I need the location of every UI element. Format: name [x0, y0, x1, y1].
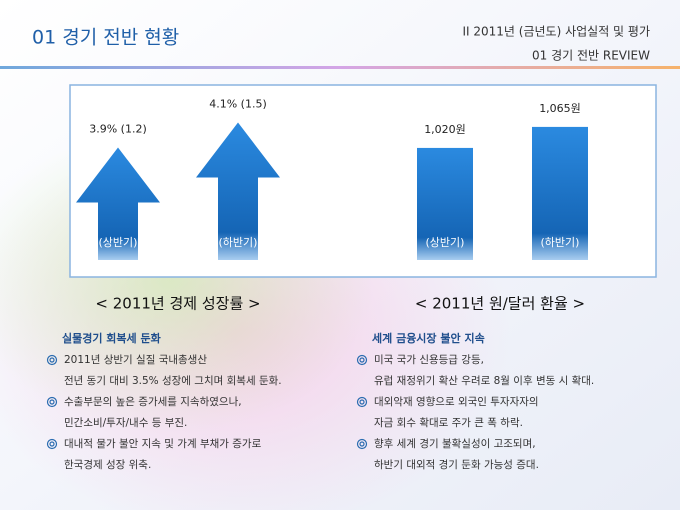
bullet — [49, 399, 55, 405]
bullet — [359, 441, 365, 447]
bullet-text: 대외악재 영향으로 외국인 투자자자의 — [374, 396, 539, 408]
section-title: II 2011년 (금년도) 사업실적 및 평가 — [463, 25, 651, 39]
arrow — [76, 147, 160, 260]
bullet-text: 향후 세계 경기 불확실성이 고조되며, — [374, 437, 536, 450]
bullet — [49, 441, 55, 447]
category-label: (상반기) — [426, 236, 465, 249]
bullet-text: 수출부문의 높은 증가세를 지속하였으나, — [64, 395, 242, 408]
bullet-text: 자금 회수 확대로 주가 큰 폭 하락. — [374, 416, 523, 429]
section-heading: 실물경기 회복세 둔화 — [62, 331, 161, 345]
category-label: (상반기) — [99, 236, 138, 249]
bullet — [49, 357, 55, 363]
chart-title: < 2011년 경제 성장률 > — [95, 295, 260, 313]
bullet — [46, 396, 58, 408]
value-label: 1,065원 — [539, 102, 581, 115]
value-label: 3.9% (1.2) — [89, 123, 147, 136]
bullet — [46, 354, 58, 366]
chart-title: < 2011년 원/달러 환율 > — [415, 295, 585, 313]
bullet-text: 민간소비/투자/내수 등 부진. — [64, 417, 187, 429]
bullet-text: 한국경제 성장 위축. — [64, 458, 151, 471]
bullet-text: 유럽 재정위기 확산 우려로 8월 이후 변동 시 확대. — [374, 374, 594, 387]
category-label: (하반기) — [541, 235, 580, 249]
bullet — [356, 396, 368, 408]
bullet — [359, 399, 365, 405]
bullet — [356, 354, 368, 366]
subsection-title: 01 경기 전반 REVIEW — [532, 49, 650, 63]
bullet — [359, 357, 365, 363]
arrow — [196, 122, 280, 260]
category-label: (하반기) — [219, 235, 258, 249]
bullet-text: 미국 국가 신용등급 강등, — [374, 354, 484, 366]
bullet — [46, 438, 58, 450]
bar — [532, 126, 588, 260]
slide-title: 01 경기 전반 현황 — [32, 27, 179, 49]
bullet-text: 2011년 상반기 실질 국내총생산 — [64, 354, 207, 366]
bullet-text: 하반기 대외적 경기 둔화 가능성 증대. — [374, 458, 539, 471]
section-heading: 세계 금융시장 불안 지속 — [372, 331, 485, 345]
bullet-text: 전년 동기 대비 3.5% 성장에 그치며 회복세 둔화. — [64, 375, 282, 387]
value-label: 4.1% (1.5) — [209, 98, 267, 111]
bullet — [356, 438, 368, 450]
bar — [417, 147, 473, 260]
bullet-text: 대내적 물가 불안 지속 및 가계 부채가 증가로 — [64, 438, 262, 450]
header-rule — [0, 66, 680, 69]
value-label: 1,020원 — [424, 123, 466, 136]
